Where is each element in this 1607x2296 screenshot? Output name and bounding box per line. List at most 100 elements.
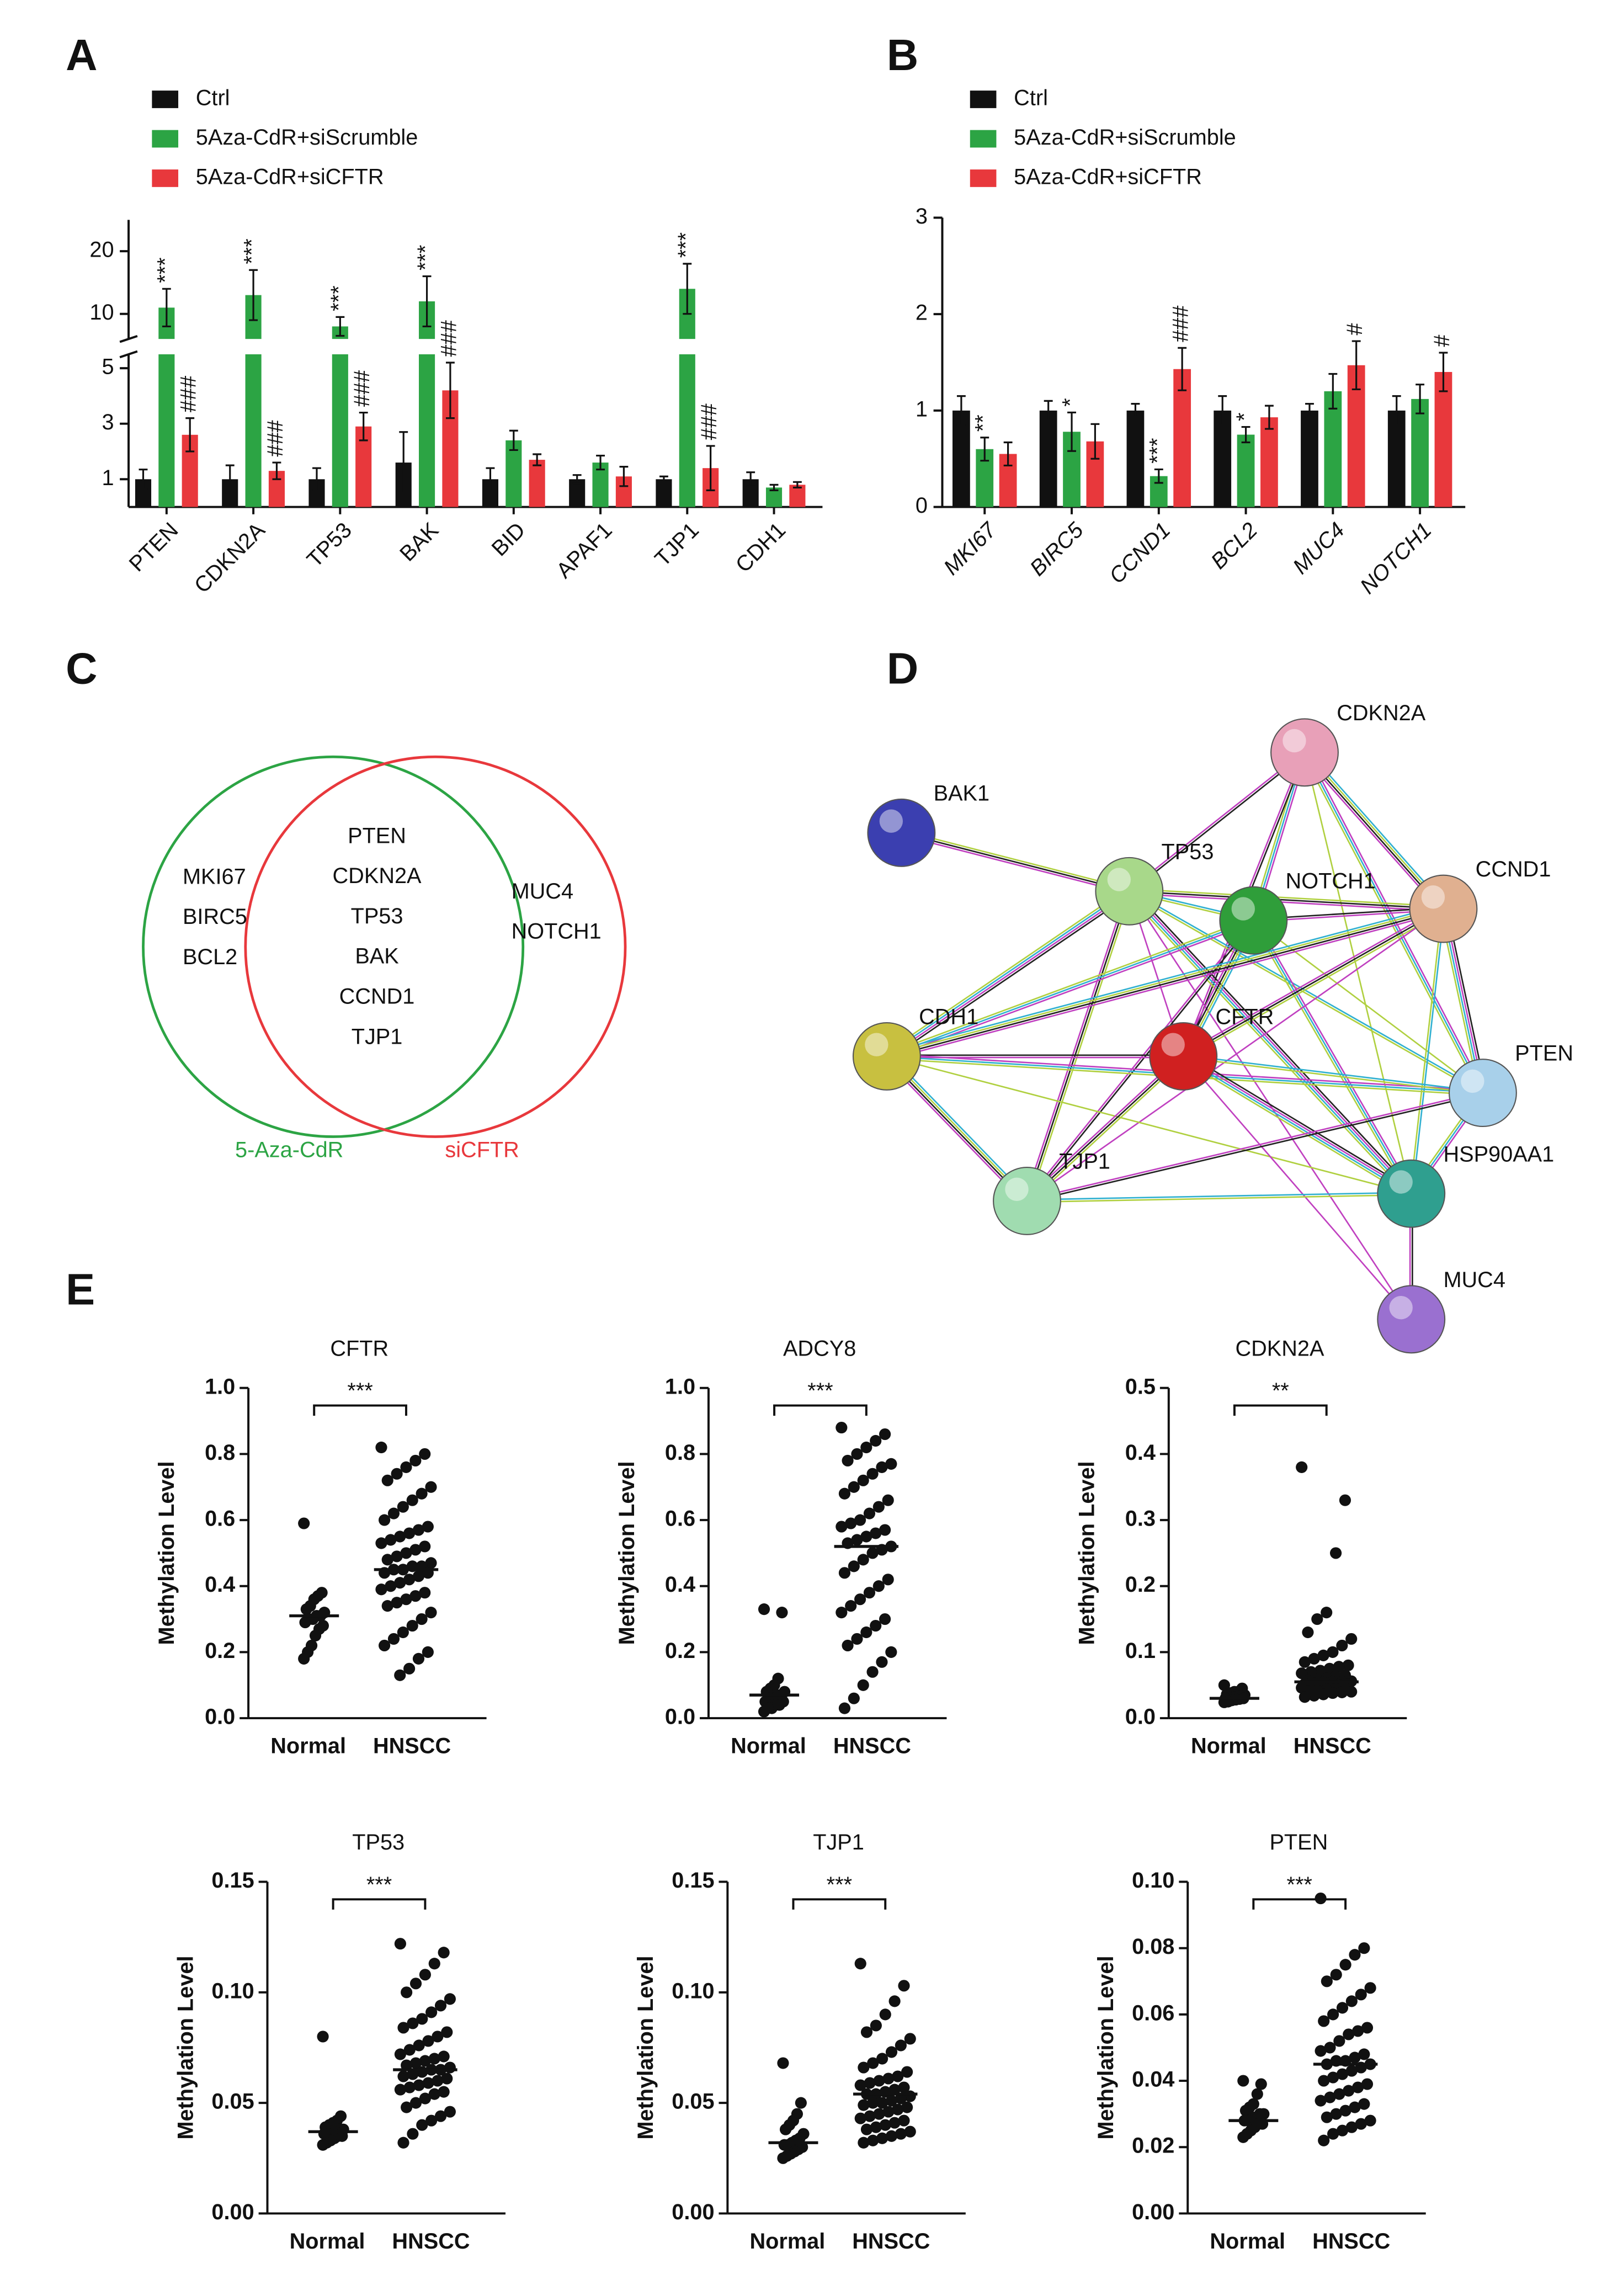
data-point [434,2110,447,2122]
network-node [1270,718,1339,787]
venn-item: BIRC5 [183,905,247,929]
network-node [1095,857,1164,926]
data-point [1327,2128,1339,2140]
significance: *** [413,245,438,270]
data-point [870,1434,882,1447]
data-point [1237,2131,1249,2143]
y-tick-label: 0.8 [665,1441,695,1465]
data-point [885,1458,897,1470]
y-tick-label: 10 [89,300,114,325]
data-point [885,2130,898,2142]
y-tick-label: 0.00 [672,2200,714,2224]
data-point [854,1958,866,1970]
x-tick-label: BIRC5 [1025,518,1088,581]
data-point [795,2097,807,2109]
data-point [394,2084,406,2096]
data-point [407,2017,419,2029]
y-tick-label: 1.0 [205,1374,235,1399]
legend-label: Ctrl [196,86,230,110]
bar [332,354,348,507]
venn-item: NOTCH1 [512,920,602,944]
data-point [391,1597,403,1609]
data-point [425,1607,437,1619]
data-point [901,2101,913,2113]
data-point [870,1619,882,1632]
network-edge [1126,893,1409,1197]
data-point [1327,1646,1339,1658]
legend-swatch [152,91,179,108]
data-point [1345,1686,1358,1698]
data-point [872,1501,885,1513]
bar [1324,391,1342,507]
panel-label: E [66,1265,95,1314]
data-point [779,2123,792,2135]
y-axis-label: Methylation Level [615,1461,639,1645]
data-point [860,2123,873,2135]
data-point [387,1507,400,1519]
significance: *** [674,232,698,258]
node-label: CFTR [1215,1005,1274,1029]
bar [1387,410,1406,507]
data-point [1339,2104,1351,2117]
network-node [993,1167,1061,1235]
network-edge [1129,888,1444,907]
data-point [867,2134,879,2146]
venn-item: MKI67 [183,864,246,889]
network-edge [886,920,1254,1057]
data-point [870,2121,882,2133]
data-point [1345,1633,1358,1645]
data-point [1251,2088,1263,2100]
network-edge [1182,906,1443,1055]
y-tick-label: 0.0 [665,1705,695,1729]
chart-title: CFTR [330,1336,389,1360]
bar [679,354,695,507]
x-tick-label: CCND1 [1105,518,1175,588]
x-tick-label: MKI67 [939,517,1002,580]
data-point [857,1679,869,1691]
data-point [1339,1494,1351,1506]
y-tick-label: 0.10 [1132,1868,1174,1893]
data-point [848,1560,860,1572]
y-axis-label: Methylation Level [1075,1461,1099,1645]
y-tick-label: 0.6 [205,1507,235,1531]
data-point [406,1494,418,1506]
y-tick-label: 2 [916,301,928,325]
node-highlight [1283,729,1306,753]
data-point [1299,1691,1311,1703]
data-point [1311,1613,1323,1625]
data-point [758,1705,770,1718]
data-point [394,1577,406,1589]
data-point [444,2106,456,2118]
y-tick-label: 1 [916,397,928,421]
data-point [777,2057,789,2069]
data-point [1324,2091,1336,2103]
x-tick-label: TP53 [302,518,356,572]
data-point [854,2079,866,2091]
data-point [381,1474,393,1486]
bar [953,410,970,507]
y-axis-label: Methylation Level [155,1461,179,1645]
network-edge [1028,891,1132,1202]
data-point [400,1593,412,1606]
data-point [758,1603,770,1615]
y-axis-label: Methylation Level [634,1955,658,2139]
bar [1411,398,1429,507]
data-point [1318,2075,1330,2087]
venn-item: TJP1 [352,1024,403,1049]
data-point [1333,2088,1345,2100]
node-label: CDH1 [919,1005,978,1029]
data-point [438,1947,450,1959]
axis-break [119,334,138,343]
data-point [845,1600,857,1612]
data-point [434,2000,447,2012]
significance: ### [263,420,288,456]
data-point [879,1428,891,1441]
data-point [851,1534,863,1546]
network-edge [1026,1192,1412,1201]
y-tick-label: 0.2 [205,1639,235,1663]
data-point [898,2081,910,2093]
data-point [892,2070,904,2082]
significance: *** [1145,438,1169,463]
y-tick-label: 0.4 [1125,1441,1156,1465]
data-point [873,2108,885,2120]
